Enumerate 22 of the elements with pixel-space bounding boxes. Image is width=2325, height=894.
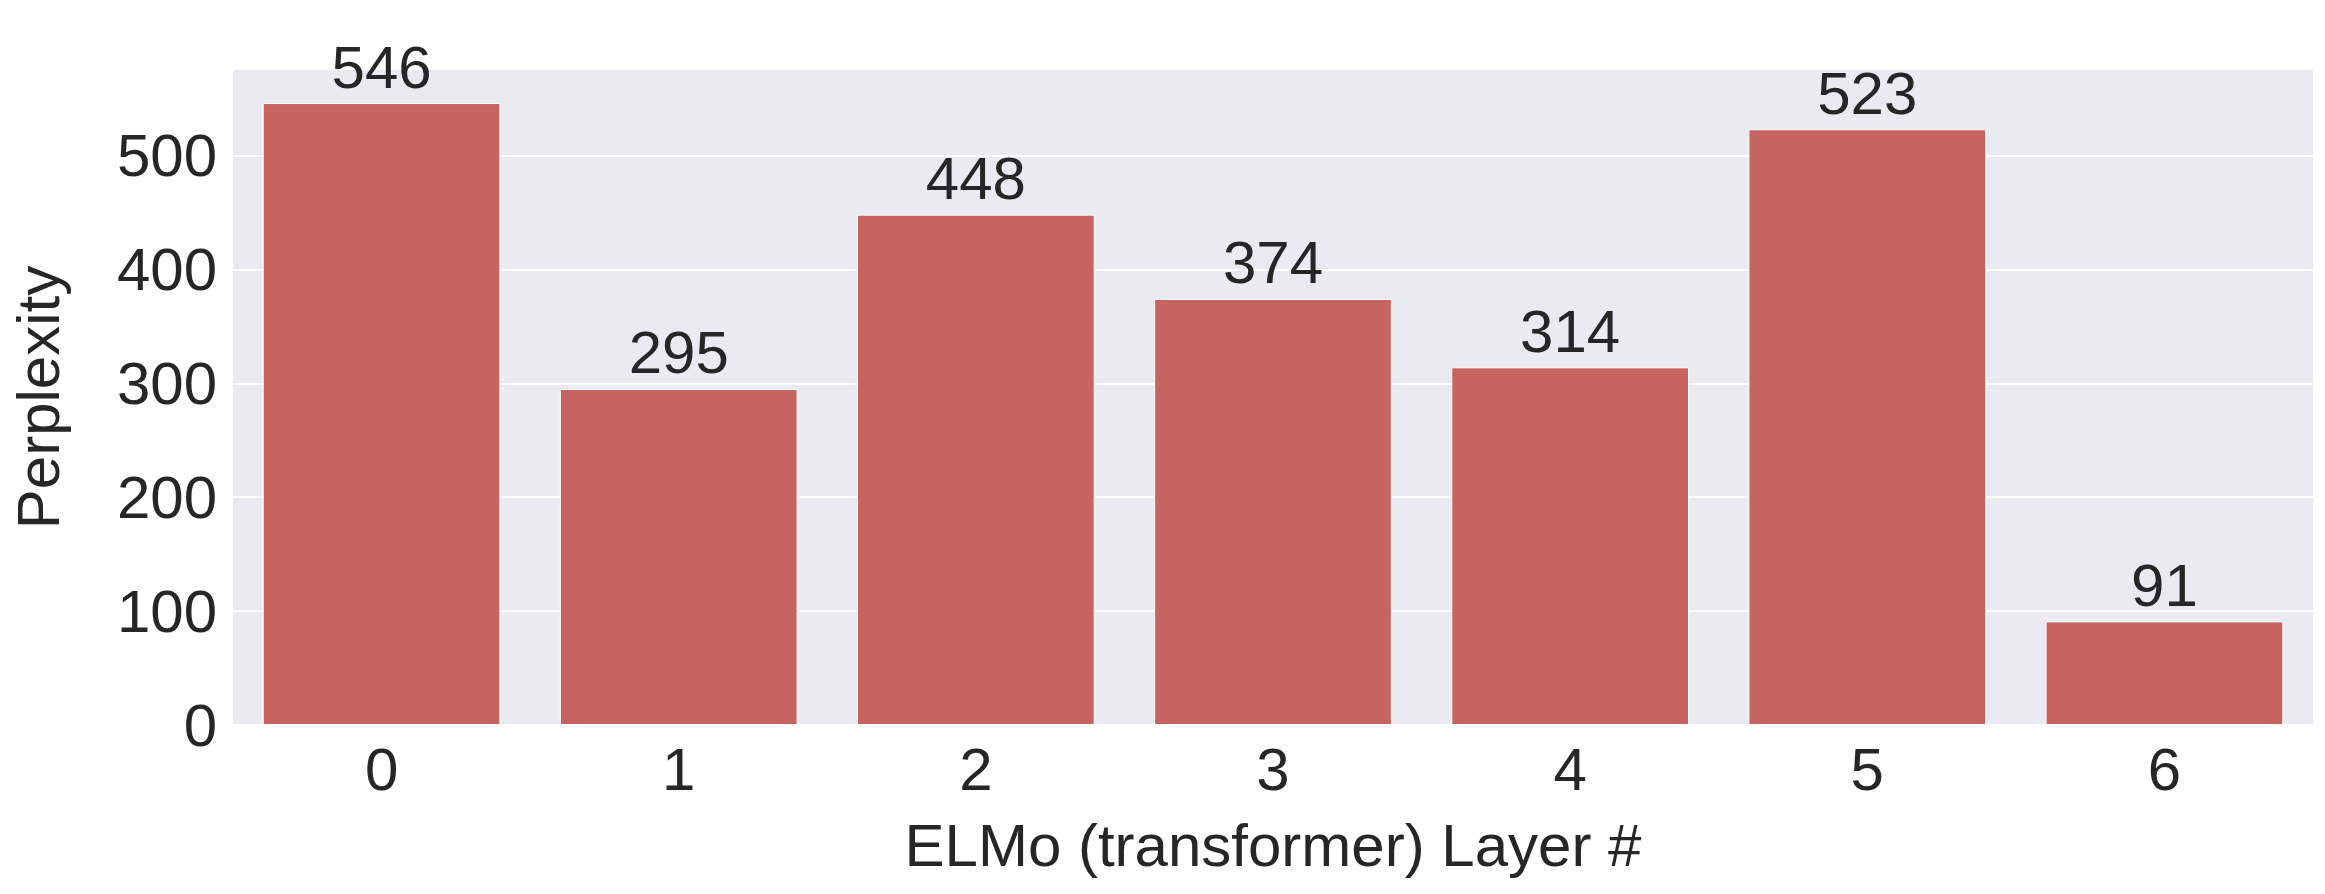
x-tick-label: 0: [364, 735, 399, 803]
x-tick-label: 4: [1553, 735, 1587, 803]
data-label: 295: [628, 319, 729, 387]
data-label: 546: [331, 33, 432, 101]
x-tick-label: 2: [959, 735, 993, 803]
y-tick-label: 200: [116, 463, 217, 531]
x-tick-label: 6: [2147, 735, 2182, 803]
y-tick-label: 0: [183, 691, 217, 759]
y-tick-label: 500: [116, 121, 217, 189]
data-label: 314: [1520, 297, 1621, 365]
data-label: 374: [1222, 229, 1324, 297]
y-axis-title: Perplexity: [4, 265, 72, 530]
y-tick-label: 300: [116, 349, 217, 417]
data-label: 91: [2131, 551, 2198, 619]
x-axis-title: ELMo (transformer) Layer #: [904, 811, 1643, 879]
y-tick-label: 400: [116, 235, 217, 303]
x-tick-label: 5: [1850, 735, 1884, 803]
data-label: 523: [1817, 59, 1918, 127]
x-tick-label: 1: [662, 735, 696, 803]
y-tick-label: 100: [116, 577, 217, 645]
data-label: 448: [925, 145, 1026, 213]
x-tick-label: 3: [1256, 735, 1290, 803]
